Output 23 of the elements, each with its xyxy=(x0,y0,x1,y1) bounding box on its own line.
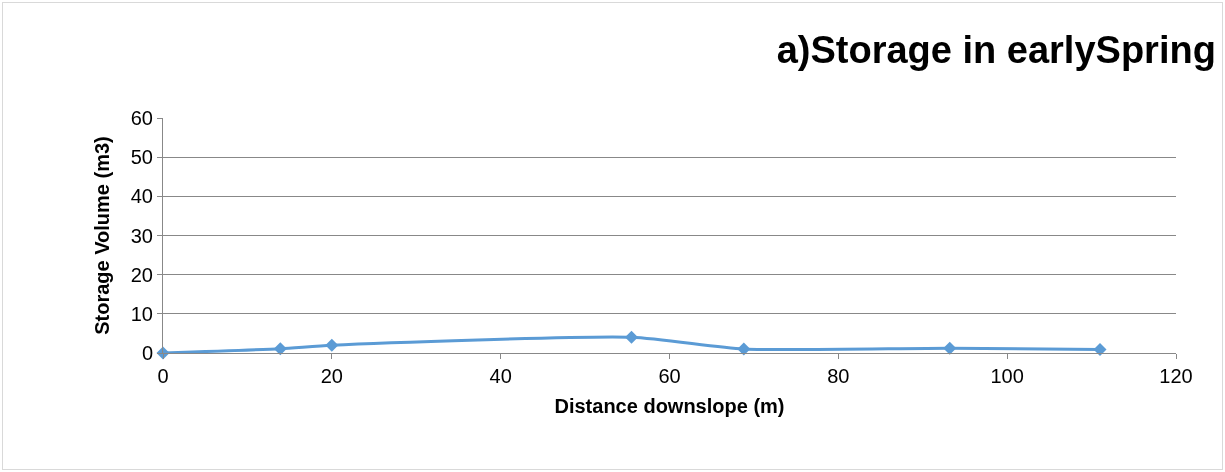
x-tick-label: 80 xyxy=(827,365,850,387)
x-tick-label: 20 xyxy=(320,365,343,387)
chart-title: a)Storage in earlySpring xyxy=(776,28,1216,71)
point xyxy=(737,342,751,356)
point xyxy=(1093,342,1107,356)
point xyxy=(273,342,287,356)
x-tick-label: 0 xyxy=(157,365,169,387)
point xyxy=(325,338,339,352)
point xyxy=(625,330,639,344)
x-tick-label: 40 xyxy=(489,365,512,387)
x-tick-label: 120 xyxy=(1159,365,1193,387)
y-tick-label: 30 xyxy=(130,224,153,247)
y-tick-label: 40 xyxy=(130,185,153,208)
x-axis-title: Distance downslope (m) xyxy=(554,394,785,417)
y-tick-label: 20 xyxy=(130,263,153,286)
y-axis-title: Storage Volume (m3) xyxy=(91,136,114,335)
x-tick-label: 100 xyxy=(990,365,1024,387)
y-tick-label: 0 xyxy=(141,342,153,364)
x-tick-label: 60 xyxy=(658,365,681,387)
y-tick-label: 10 xyxy=(130,302,153,325)
y-tick-label: 50 xyxy=(130,146,153,169)
y-tick-label: 60 xyxy=(130,107,153,129)
point xyxy=(943,341,957,355)
